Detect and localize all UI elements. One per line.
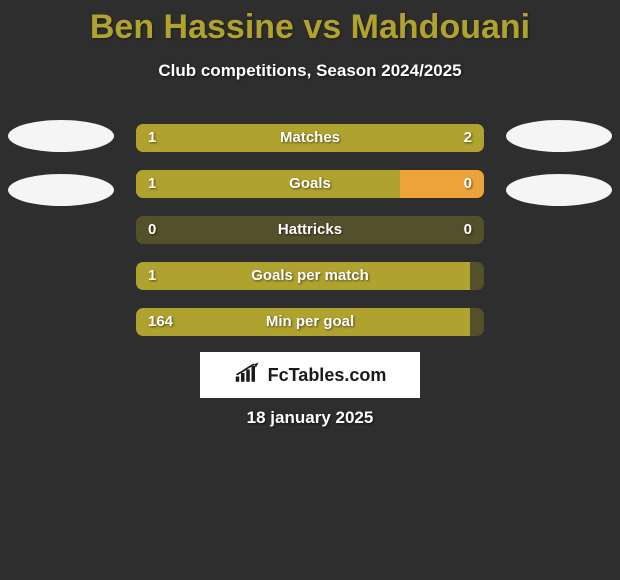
stat-row-goals: 1 Goals 0 — [136, 170, 484, 198]
avatar-right-1 — [506, 174, 612, 206]
stat-value-right: 2 — [464, 124, 472, 152]
stat-label: Matches — [136, 124, 484, 152]
logo-box: FcTables.com — [200, 352, 420, 398]
stat-row-goals-per-match: 1 Goals per match — [136, 262, 484, 290]
avatar-left-1 — [8, 174, 114, 206]
stat-label: Goals per match — [136, 262, 484, 290]
stats-container: 1 Matches 2 1 Goals 0 0 Hattricks 0 1 Go… — [136, 124, 484, 354]
stat-label: Hattricks — [136, 216, 484, 244]
stat-row-hattricks: 0 Hattricks 0 — [136, 216, 484, 244]
chart-icon — [234, 361, 262, 390]
logo-text: FcTables.com — [268, 365, 387, 386]
stat-row-matches: 1 Matches 2 — [136, 124, 484, 152]
stat-value-right: 0 — [464, 216, 472, 244]
page-subtitle: Club competitions, Season 2024/2025 — [0, 61, 620, 81]
avatar-left-0 — [8, 120, 114, 152]
date-label: 18 january 2025 — [0, 408, 620, 428]
stat-row-min-per-goal: 164 Min per goal — [136, 308, 484, 336]
stat-label: Goals — [136, 170, 484, 198]
avatar-right-0 — [506, 120, 612, 152]
page-title: Ben Hassine vs Mahdouani — [0, 0, 620, 47]
stat-label: Min per goal — [136, 308, 484, 336]
stat-value-right: 0 — [464, 170, 472, 198]
